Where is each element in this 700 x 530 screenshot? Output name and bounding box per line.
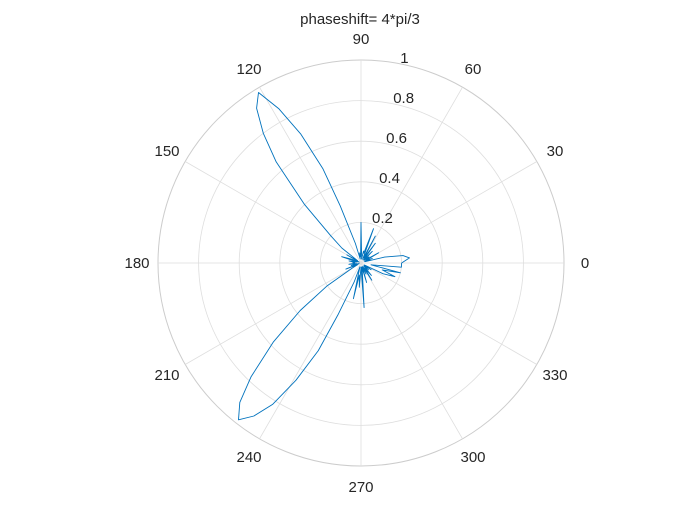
theta-grid-line	[259, 86, 362, 264]
polar-grid	[157, 59, 565, 467]
r-tick-label: 0.8	[393, 90, 414, 107]
theta-tick-label: 150	[154, 143, 179, 160]
theta-tick-label: 210	[154, 367, 179, 384]
theta-tick-label: 120	[236, 61, 261, 78]
theta-grid-line	[360, 262, 538, 365]
r-tick-label: 1	[400, 50, 408, 67]
r-tick-label: 0.6	[386, 130, 407, 147]
theta-tick-label: 30	[547, 143, 564, 160]
series-layer	[238, 92, 410, 421]
chart-title: phaseshift= 4*pi/3	[300, 11, 420, 28]
series-line	[238, 92, 410, 421]
r-tick-label: 0.2	[372, 210, 393, 227]
theta-grid-line	[184, 161, 362, 264]
theta-tick-label: 330	[542, 367, 567, 384]
theta-tick-label: 90	[353, 31, 370, 48]
r-tick-label: 0.4	[379, 170, 400, 187]
theta-grid-line	[259, 262, 362, 440]
theta-tick-label: 240	[236, 449, 261, 466]
r-tick-labels: 0.2 0.4 0.6 0.8 1	[372, 50, 414, 227]
theta-grid-line	[184, 262, 362, 365]
theta-tick-label: 270	[348, 479, 373, 496]
theta-tick-label: 300	[460, 449, 485, 466]
theta-tick-labels: 0 30 60 90 120 150 180 210 240 270 300 330	[124, 31, 589, 496]
theta-grid-line	[360, 262, 463, 440]
theta-tick-label: 60	[465, 61, 482, 78]
theta-tick-label: 0	[581, 255, 589, 272]
theta-grid-line	[360, 86, 463, 264]
theta-tick-label: 180	[124, 255, 149, 272]
theta-grid-line	[360, 161, 538, 264]
